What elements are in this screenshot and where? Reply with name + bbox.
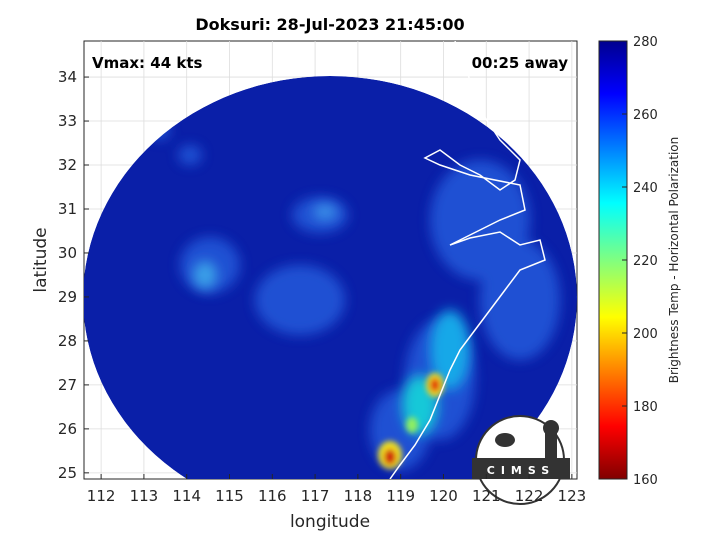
colorbar-tick-label: 220: [633, 254, 658, 269]
x-tick-label: 117: [301, 487, 330, 505]
y-tick-label: 26: [58, 420, 77, 438]
x-tick-label: 120: [429, 487, 458, 505]
x-tick-label: 121: [472, 487, 501, 505]
y-tick-label: 33: [58, 112, 77, 130]
x-axis-label: longitude: [290, 512, 370, 532]
map-title: Doksuri: 28-Jul-2023 21:45:00: [195, 15, 464, 34]
vmax-label: Vmax: 44 kts: [92, 54, 202, 72]
y-tick-label: 28: [58, 332, 77, 350]
y-tick-label: 34: [58, 68, 77, 86]
y-tick-label: 27: [58, 376, 77, 394]
x-tick-label: 119: [386, 487, 415, 505]
x-tick-label: 123: [558, 487, 587, 505]
cimss-logo: CIMSS: [472, 415, 570, 505]
y-tick-label: 31: [58, 200, 77, 218]
colorbar-tick-label: 180: [633, 400, 658, 415]
colorbar-tick-label: 240: [633, 181, 658, 196]
colorbar-tick-label: 280: [633, 35, 658, 50]
x-tick-label: 115: [215, 487, 244, 505]
y-tick-label: 32: [58, 156, 77, 174]
x-tick-label: 114: [172, 487, 201, 505]
colorbar-tick-label: 260: [633, 108, 658, 123]
x-tick-label: 122: [515, 487, 544, 505]
x-tick-label: 112: [87, 487, 116, 505]
colorbar-label: Brightness Temp - Horizontal Polarizatio…: [667, 137, 681, 384]
satellite-image: [84, 41, 577, 479]
logo-text: CIMSS: [487, 464, 555, 477]
x-tick-label: 116: [258, 487, 287, 505]
colorbar-tick-label: 200: [633, 327, 658, 342]
x-tick-label: 113: [130, 487, 159, 505]
y-axis-label: latitude: [31, 227, 51, 292]
x-tick-label: 118: [344, 487, 373, 505]
y-tick-label: 25: [58, 464, 77, 482]
y-tick-label: 29: [58, 288, 77, 306]
colorbar-tick-label: 160: [633, 473, 658, 488]
time-label: 00:25 away: [472, 54, 569, 72]
y-tick-label: 30: [58, 244, 77, 262]
